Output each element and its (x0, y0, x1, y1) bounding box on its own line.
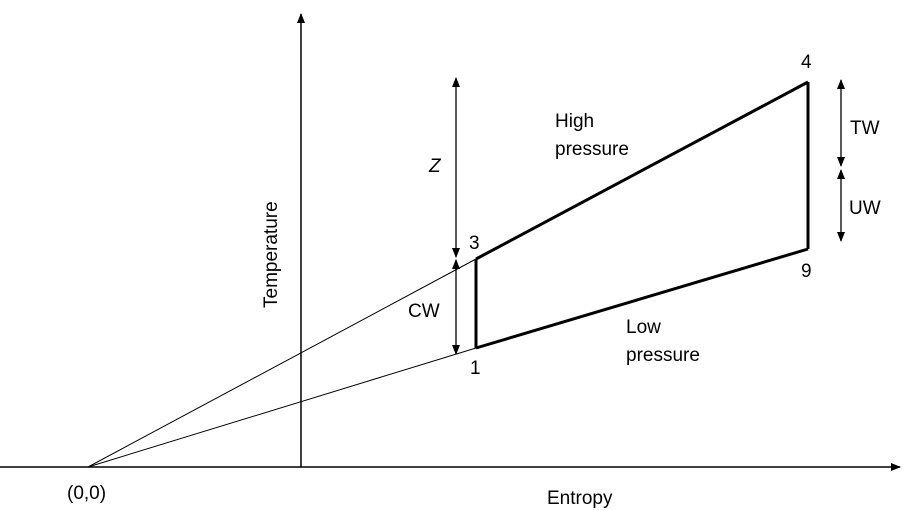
high-pressure-extension-line (87, 258, 477, 468)
point-3-label: 3 (469, 233, 480, 254)
low-pressure-extension-line (87, 347, 477, 468)
cw-label: CW (408, 301, 440, 322)
tw-label: TW (850, 118, 880, 139)
z-label: Z (428, 156, 442, 177)
low-pressure-line-9-1 (475, 247, 809, 350)
high-pressure-label-line1: High (555, 111, 594, 132)
high-pressure-label-line2: pressure (555, 139, 629, 160)
y-axis-label: Temperature (261, 201, 282, 308)
x-axis-label: Entropy (547, 488, 613, 509)
point-4-label: 4 (801, 52, 812, 73)
point-1-label: 1 (470, 358, 481, 379)
high-pressure-line-3-4 (475, 80, 809, 261)
origin-label: (0,0) (67, 483, 106, 504)
uw-label: UW (849, 198, 881, 219)
low-pressure-label-line2: pressure (626, 345, 700, 366)
low-pressure-label-line1: Low (626, 317, 661, 338)
point-9-label: 9 (801, 261, 812, 282)
